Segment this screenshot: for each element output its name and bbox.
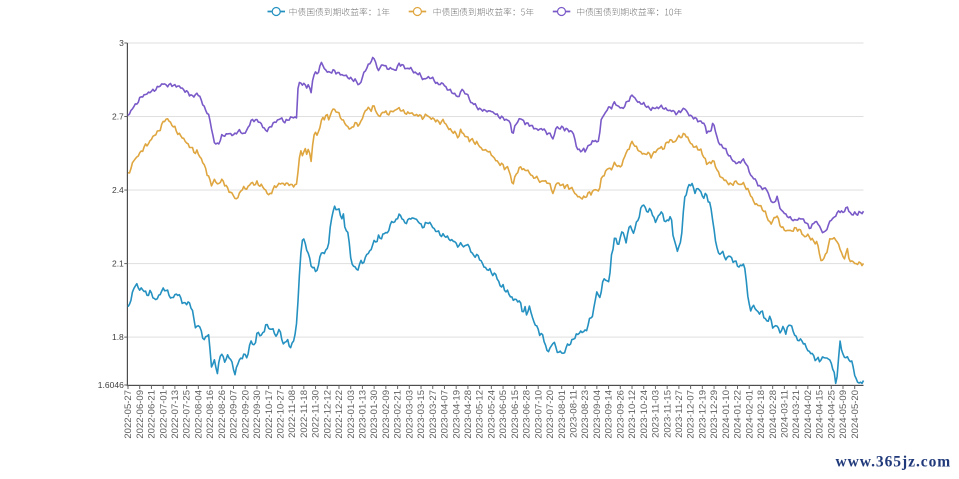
svg-text:1.6046: 1.6046 <box>98 380 124 390</box>
svg-text:2023-12-29: 2023-12-29 <box>709 390 720 439</box>
svg-text:2023-06-28: 2023-06-28 <box>522 390 533 439</box>
svg-text:2022-11-18: 2022-11-18 <box>299 390 310 438</box>
svg-text:2024-04-02: 2024-04-02 <box>803 390 814 439</box>
svg-text:2022-09-07: 2022-09-07 <box>229 390 240 439</box>
svg-text:2023-04-28: 2023-04-28 <box>463 390 474 439</box>
svg-text:2023-11-27: 2023-11-27 <box>674 390 685 438</box>
svg-text:2022-09-30: 2022-09-30 <box>252 390 263 439</box>
svg-text:2023-04-07: 2023-04-07 <box>440 390 451 439</box>
svg-text:2024-04-25: 2024-04-25 <box>826 390 837 439</box>
svg-text:2024-02-01: 2024-02-01 <box>744 390 755 439</box>
svg-text:2024-03-11: 2024-03-11 <box>779 390 790 438</box>
svg-text:2024-02-18: 2024-02-18 <box>756 390 767 439</box>
svg-text:2023-06-15: 2023-06-15 <box>510 390 521 439</box>
svg-text:2022-08-26: 2022-08-26 <box>217 390 228 439</box>
svg-text:2024-01-22: 2024-01-22 <box>733 390 744 439</box>
svg-text:2023-03-03: 2023-03-03 <box>404 390 415 439</box>
svg-text:2022-06-09: 2022-06-09 <box>135 390 146 439</box>
svg-text:2023-11-15: 2023-11-15 <box>662 390 673 438</box>
svg-text:2023-03-15: 2023-03-15 <box>416 390 427 439</box>
svg-text:2023-06-05: 2023-06-05 <box>498 390 509 439</box>
svg-text:2023-02-09: 2023-02-09 <box>381 390 392 439</box>
svg-text:2022-07-13: 2022-07-13 <box>170 390 181 439</box>
svg-text:2022-08-04: 2022-08-04 <box>193 390 204 439</box>
svg-text:2022-07-01: 2022-07-01 <box>158 390 169 439</box>
svg-text:2022-12-22: 2022-12-22 <box>334 390 345 439</box>
svg-text:2023-09-04: 2023-09-04 <box>592 390 603 439</box>
svg-text:2023-07-10: 2023-07-10 <box>533 390 544 439</box>
svg-text:2023-12-07: 2023-12-07 <box>686 390 697 439</box>
svg-text:2023-10-12: 2023-10-12 <box>627 390 638 439</box>
svg-text:2024-01-10: 2024-01-10 <box>721 390 732 439</box>
svg-text:2023-07-20: 2023-07-20 <box>545 390 556 439</box>
svg-text:2022-12-12: 2022-12-12 <box>322 390 333 439</box>
svg-text:2023-08-01: 2023-08-01 <box>557 390 568 439</box>
svg-text:2023-08-11: 2023-08-11 <box>569 390 580 438</box>
svg-text:2023-09-26: 2023-09-26 <box>615 390 626 439</box>
svg-text:3: 3 <box>119 38 124 48</box>
svg-text:2023-11-03: 2023-11-03 <box>651 390 662 438</box>
svg-text:2022-08-16: 2022-08-16 <box>205 390 216 439</box>
svg-text:2023-09-14: 2023-09-14 <box>604 390 615 439</box>
svg-text:2023-04-19: 2023-04-19 <box>451 390 462 439</box>
svg-text:2024-05-20: 2024-05-20 <box>850 390 861 439</box>
svg-text:2023-08-23: 2023-08-23 <box>580 390 591 439</box>
svg-text:2024-02-28: 2024-02-28 <box>768 390 779 439</box>
svg-text:2022-06-21: 2022-06-21 <box>147 390 158 439</box>
svg-text:2022-07-25: 2022-07-25 <box>182 390 193 439</box>
svg-text:2022-11-30: 2022-11-30 <box>311 390 322 438</box>
svg-text:2024-04-15: 2024-04-15 <box>815 390 826 439</box>
svg-text:2022-10-27: 2022-10-27 <box>275 390 286 439</box>
svg-text:2024-03-21: 2024-03-21 <box>791 390 802 439</box>
svg-text:2.7: 2.7 <box>112 111 124 121</box>
svg-text:www.365jz.com: www.365jz.com <box>836 454 952 471</box>
svg-text:2023-05-12: 2023-05-12 <box>475 390 486 439</box>
svg-text:2023-12-19: 2023-12-19 <box>697 390 708 439</box>
svg-text:2022-09-20: 2022-09-20 <box>240 390 251 439</box>
svg-text:2023-10-24: 2023-10-24 <box>639 390 650 439</box>
svg-text:2.4: 2.4 <box>112 185 124 195</box>
svg-text:1.8: 1.8 <box>112 332 124 342</box>
svg-text:2022-05-27: 2022-05-27 <box>123 390 134 439</box>
svg-text:2023-01-03: 2023-01-03 <box>346 390 357 439</box>
svg-text:2023-01-13: 2023-01-13 <box>358 390 369 439</box>
svg-text:2023-03-27: 2023-03-27 <box>428 390 439 439</box>
svg-text:2023-02-21: 2023-02-21 <box>393 390 404 439</box>
svg-text:2023-01-30: 2023-01-30 <box>369 390 380 439</box>
svg-text:2022-11-08: 2022-11-08 <box>287 390 298 438</box>
svg-text:2023-05-24: 2023-05-24 <box>486 390 497 439</box>
svg-text:2024-05-09: 2024-05-09 <box>838 390 849 439</box>
svg-text:2.1: 2.1 <box>112 258 124 268</box>
svg-text:2022-10-17: 2022-10-17 <box>264 390 275 439</box>
